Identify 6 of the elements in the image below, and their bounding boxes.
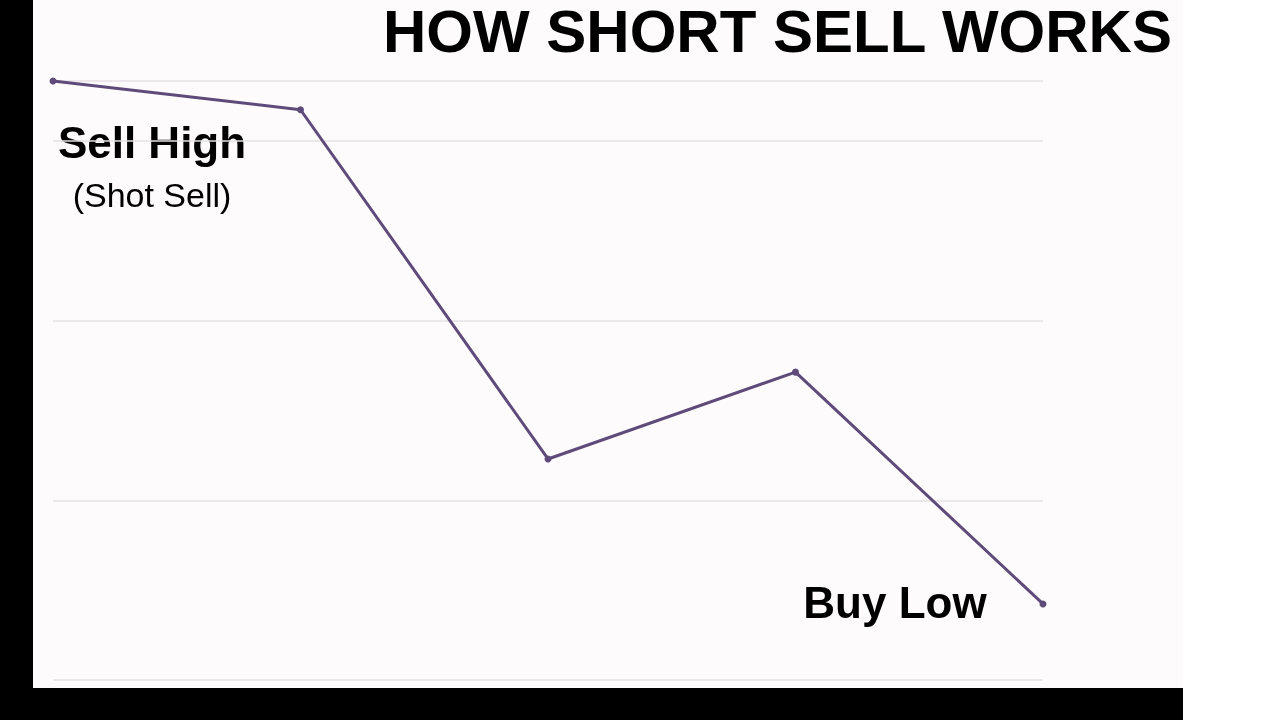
annotation: Sell High xyxy=(57,117,247,167)
chart-title: HOW SHORT SELL WORKS xyxy=(383,0,1172,65)
annotation: (Shot Sell) xyxy=(72,176,232,214)
point xyxy=(297,106,304,114)
point xyxy=(792,368,799,376)
annotation: Buy Low xyxy=(803,577,988,627)
